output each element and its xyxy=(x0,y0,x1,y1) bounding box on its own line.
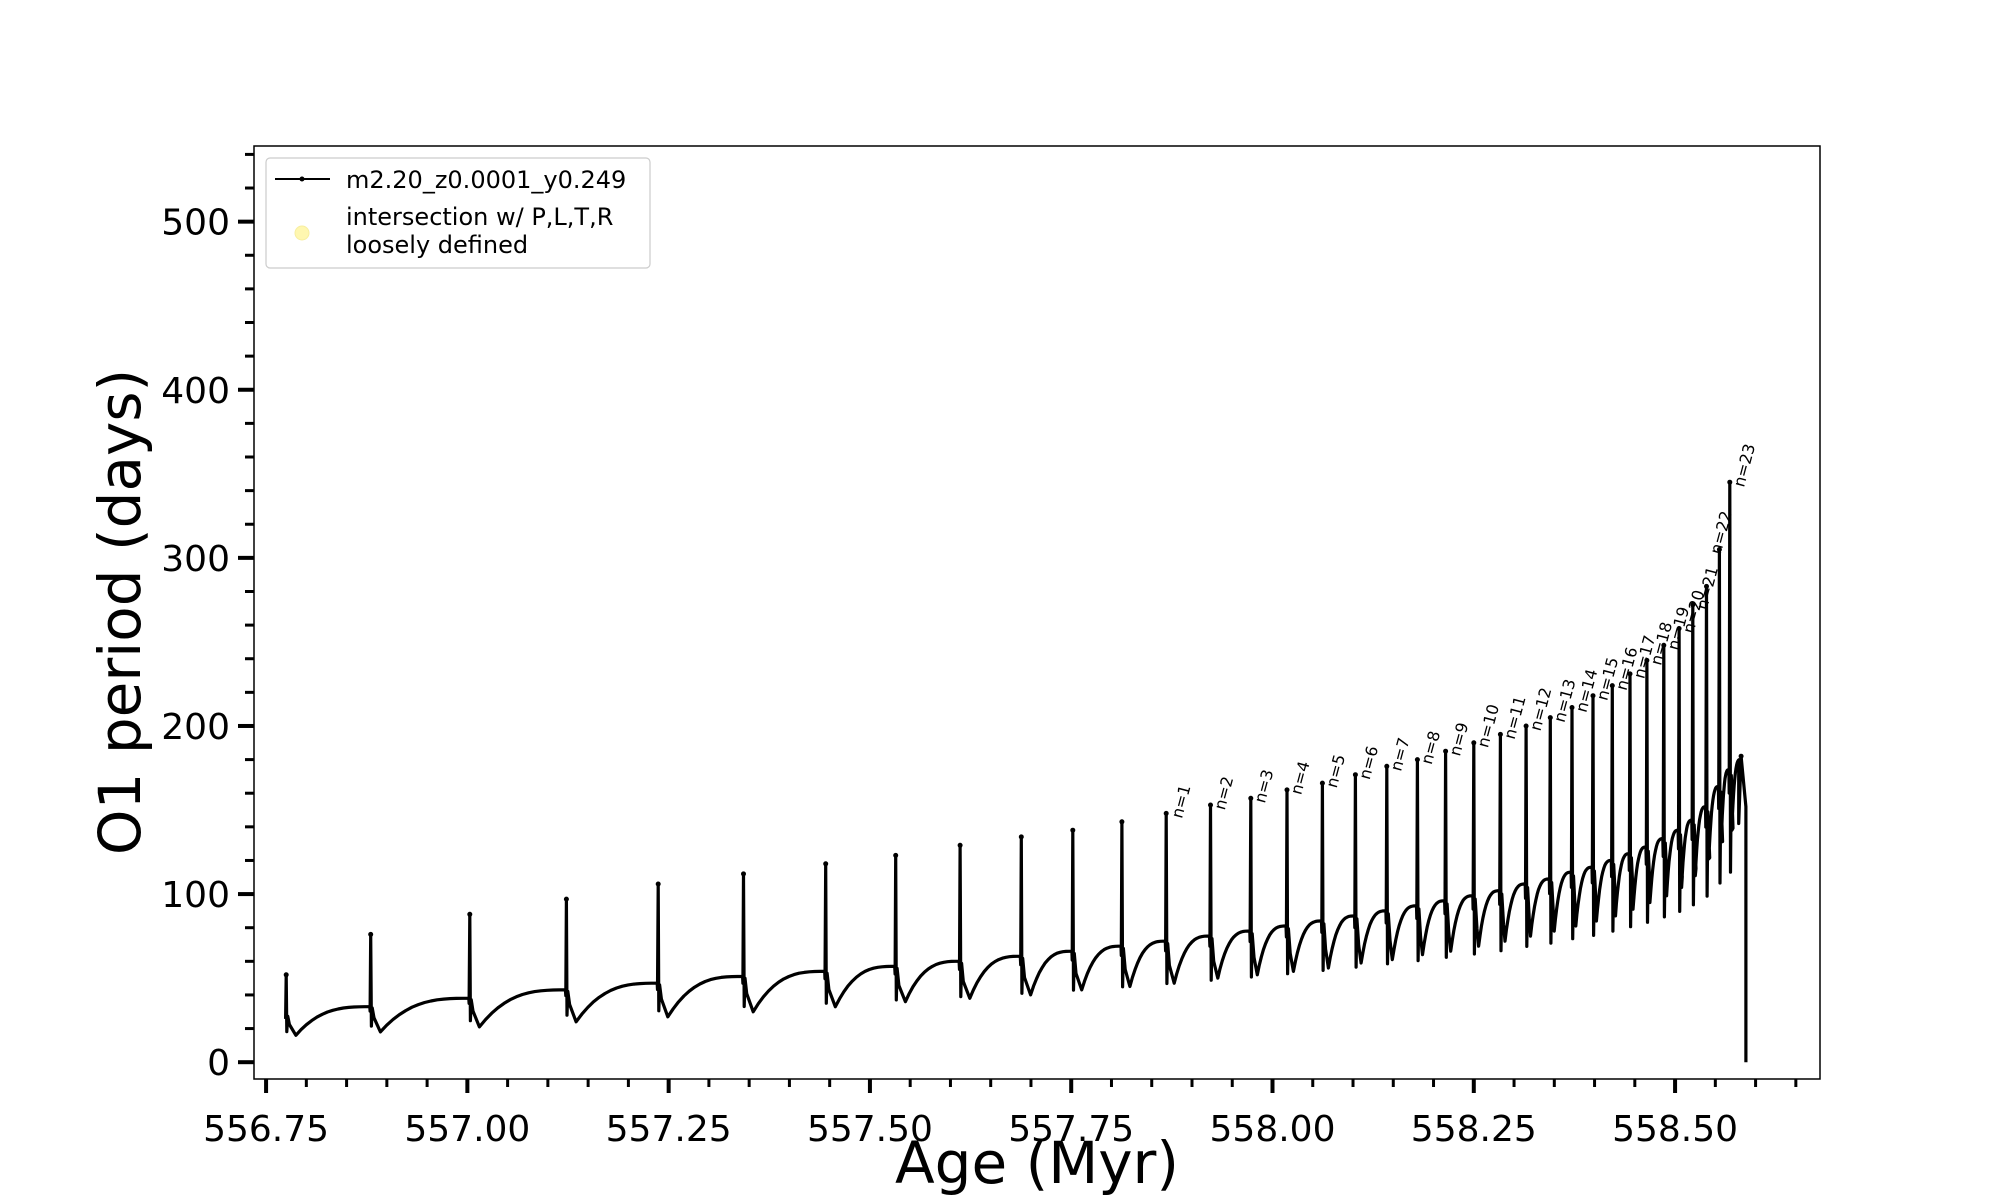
pulse-peak-point xyxy=(563,896,569,902)
x-tick-label: 557.75 xyxy=(1008,1109,1134,1150)
pulse-peak-point xyxy=(1208,802,1213,808)
pulse-peak-point xyxy=(1070,827,1076,833)
pulse-peak-point xyxy=(1738,753,1744,759)
pulse-peak-point xyxy=(1443,748,1449,754)
pulse-peak-point xyxy=(1661,642,1667,648)
series-layer xyxy=(283,479,1748,1063)
y-tick-label: 100 xyxy=(161,875,230,916)
legend-series-dot xyxy=(299,176,305,182)
pulse-peak-point xyxy=(1471,740,1477,746)
legend-label-line: loosely defined xyxy=(346,231,528,259)
y-tick-label: 0 xyxy=(207,1043,230,1084)
pulse-peak-point xyxy=(1119,819,1125,825)
pulse-peak-point xyxy=(1727,479,1733,485)
pulse-peak-point xyxy=(1569,705,1575,710)
pulse-peak-point xyxy=(957,842,963,848)
pulse-peak-point xyxy=(1590,693,1596,699)
pulse-peak-point xyxy=(741,871,746,877)
pulse-peak-point xyxy=(1248,795,1254,801)
x-tick-label: 556.75 xyxy=(203,1109,329,1150)
pulse-peak-point xyxy=(283,972,289,978)
pulse-peak-point xyxy=(1497,731,1503,737)
pulse-peak-point xyxy=(1676,626,1682,631)
pulse-peak-point xyxy=(368,931,374,937)
pulse-peak-point xyxy=(823,861,829,867)
pulse-peak-point xyxy=(655,881,661,887)
legend: m2.20_z0.0001_y0.249 intersection w/ P,L… xyxy=(265,157,651,269)
pulse-peak-point xyxy=(1163,810,1169,816)
pulse-peak-point xyxy=(1414,757,1420,763)
x-tick-label: 558.00 xyxy=(1210,1109,1336,1150)
x-tick-label: 557.00 xyxy=(404,1109,530,1150)
legend-label-intersection: intersection w/ P,L,T,R loosely defined xyxy=(346,203,613,259)
y-tick-label: 400 xyxy=(161,371,230,412)
x-tick-label: 557.25 xyxy=(606,1109,732,1150)
pulse-peak-point xyxy=(1319,780,1325,786)
pulse-peak-point xyxy=(1384,763,1390,769)
pulse-peak-point xyxy=(1523,723,1529,729)
pulse-peak-point xyxy=(893,852,899,858)
legend-label-series: m2.20_z0.0001_y0.249 xyxy=(346,166,626,194)
x-axis-ticks: 556.75 557.00 557.25 557.50 557.75 558.00 558.… xyxy=(203,1079,1798,1150)
series-line xyxy=(284,480,1748,1063)
pulse-peak-point xyxy=(1018,834,1024,840)
pulse-peak-point xyxy=(1644,657,1650,663)
pulse-peak-point xyxy=(467,911,473,917)
pulse-peak-point xyxy=(1547,715,1553,721)
pulse-peak-point xyxy=(1690,602,1696,608)
x-tick-label: 558.25 xyxy=(1411,1109,1537,1150)
pulse-peak-point xyxy=(1352,772,1358,778)
pulse-peak-point xyxy=(1704,583,1709,589)
pulse-peak-point xyxy=(1627,671,1633,677)
legend-label-line: intersection w/ P,L,T,R xyxy=(346,203,613,231)
plot-frame xyxy=(253,145,1821,1080)
x-tick-label: 557.50 xyxy=(807,1109,933,1150)
y-tick-label: 500 xyxy=(161,203,230,244)
x-axis-title: Age (Myr) xyxy=(895,1129,1179,1197)
pulse-peak-point xyxy=(1609,683,1615,689)
x-tick-label: 558.50 xyxy=(1612,1109,1738,1150)
legend-intersection-marker xyxy=(294,225,310,241)
pulse-peak-point xyxy=(1716,547,1722,552)
y-tick-label: 200 xyxy=(161,707,230,748)
y-axis-ticks: 0 100 200 300 400 500 xyxy=(161,152,254,1084)
y-tick-label: 300 xyxy=(161,539,230,580)
legend-box xyxy=(265,157,651,269)
pulse-peak-point xyxy=(1284,787,1290,793)
y-axis-title: O1 period (days) xyxy=(86,369,154,855)
